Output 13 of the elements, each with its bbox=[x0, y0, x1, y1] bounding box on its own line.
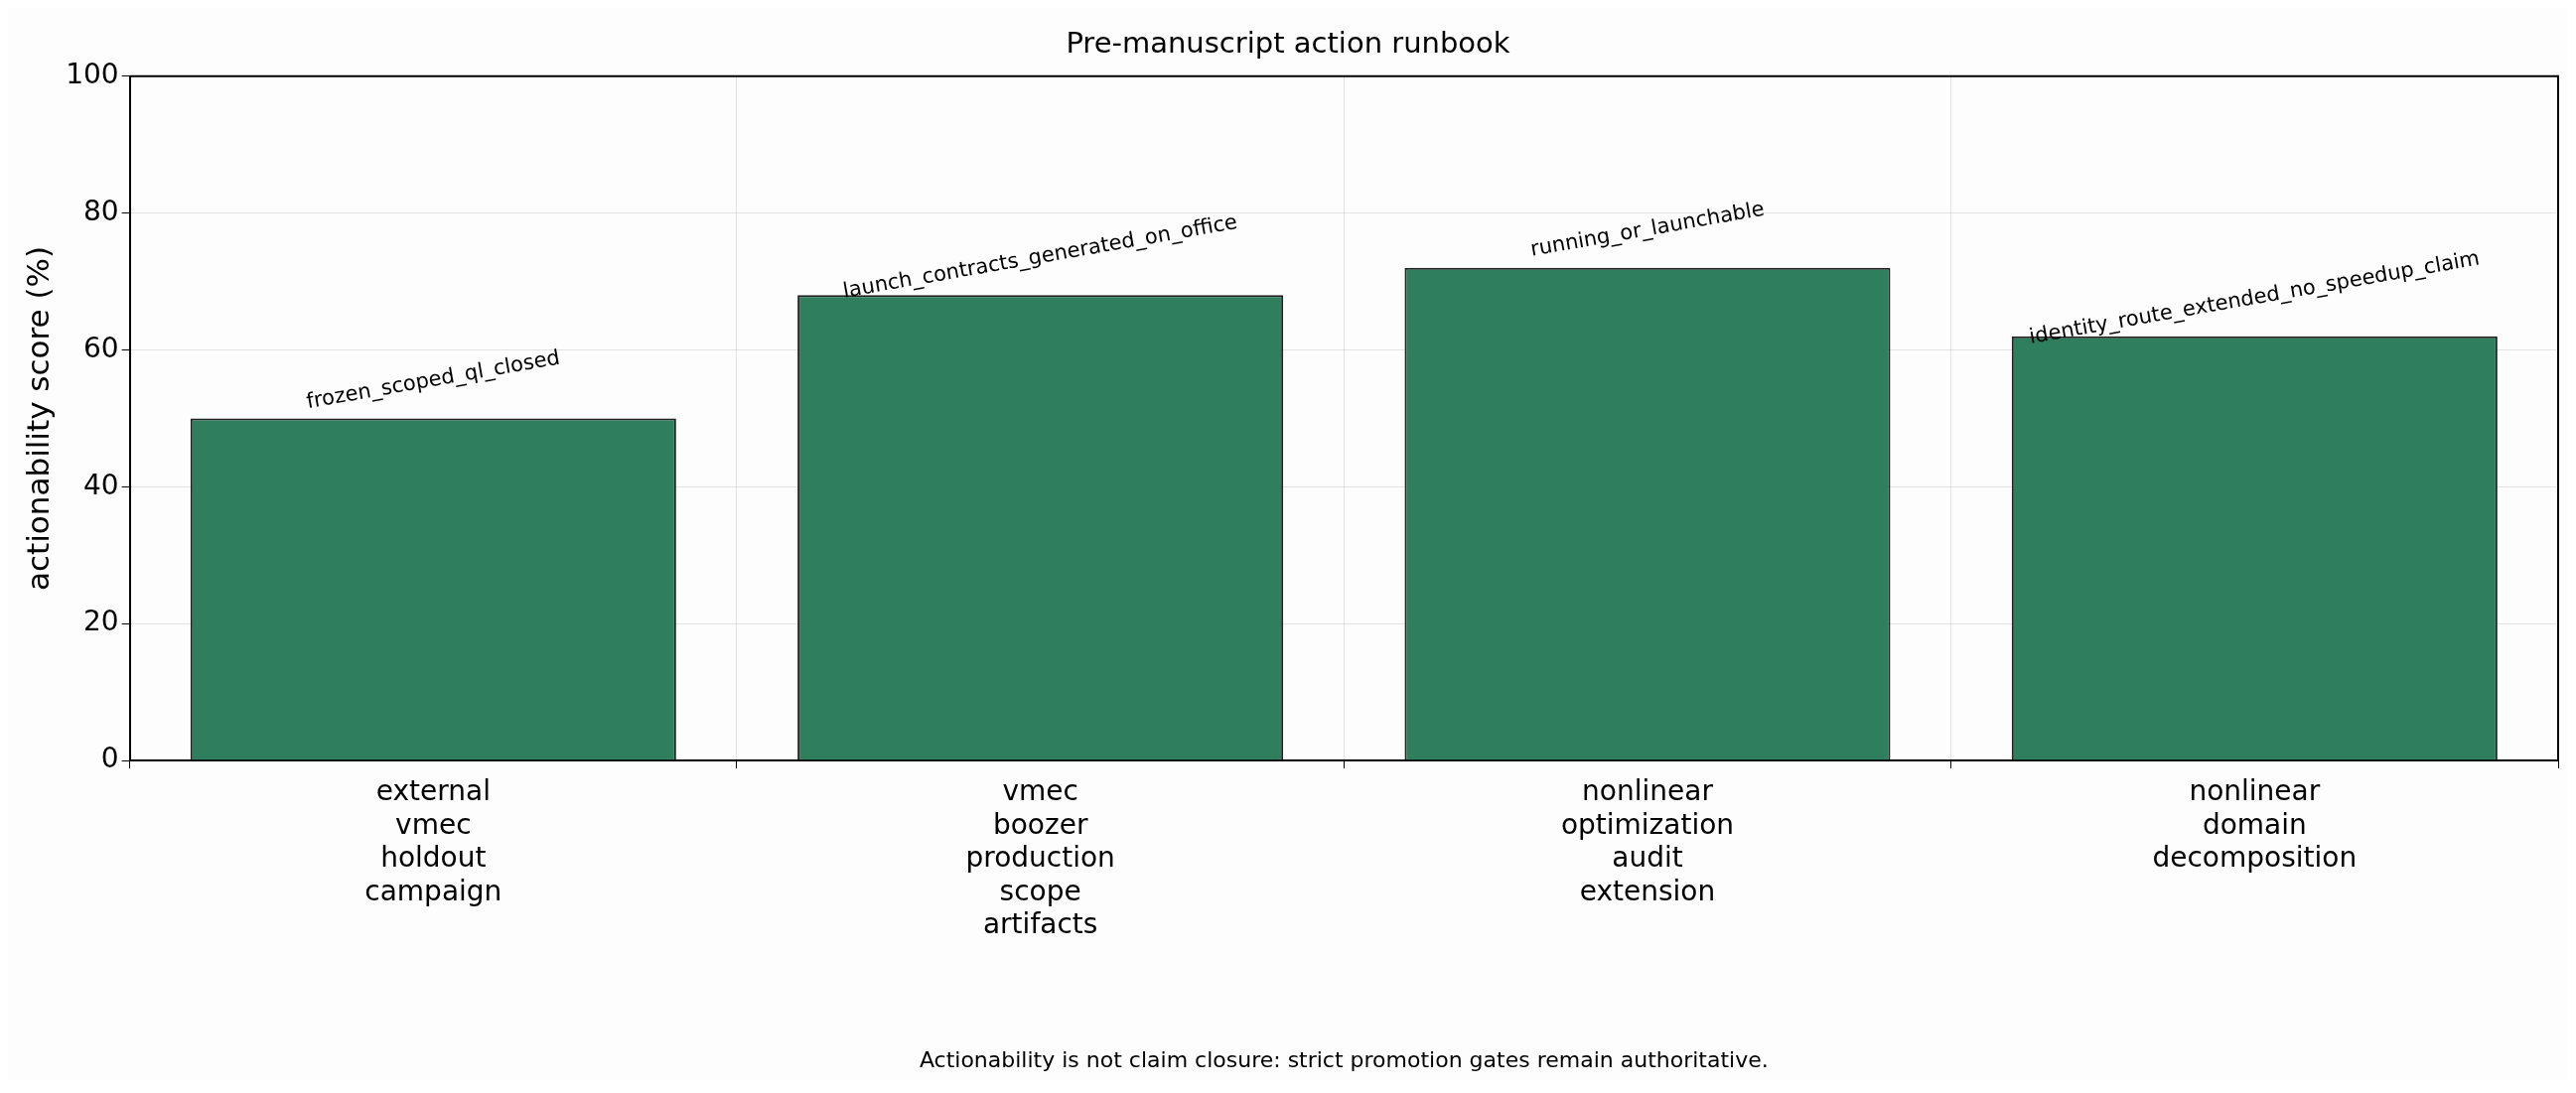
x-tick-label: nonlinear domain decomposition bbox=[2152, 774, 2358, 875]
y-tick-label: 40 bbox=[83, 468, 119, 501]
y-tick-label: 100 bbox=[66, 58, 119, 91]
y-tick-label: 0 bbox=[100, 742, 119, 775]
y-axis-title: actionability score (%) bbox=[19, 245, 56, 591]
y-tick-label: 20 bbox=[83, 605, 119, 638]
chart-title: Pre-manuscript action runbook bbox=[1066, 25, 1510, 60]
y-tick-label: 60 bbox=[83, 331, 119, 364]
x-tick-label: vmec boozer production scope artifacts bbox=[965, 774, 1115, 941]
x-tick-label: nonlinear optimization audit extension bbox=[1560, 774, 1735, 907]
x-tick-label: external vmec holdout campaign bbox=[364, 774, 502, 907]
text: Actionability is not claim closure: strict promotion gates remain authoritative. bbox=[919, 1046, 1769, 1072]
y-tick-label: 80 bbox=[83, 194, 119, 227]
